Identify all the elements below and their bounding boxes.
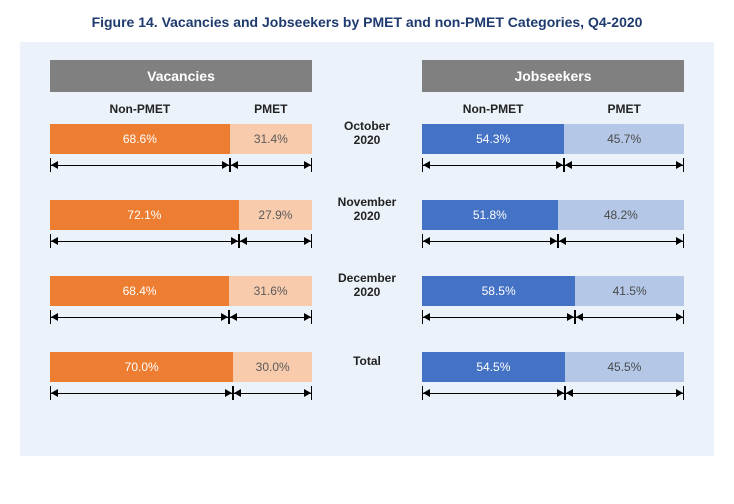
vacancies-row-1: 72.1% 27.9%	[50, 200, 312, 248]
row-labels-column: October2020 November2020 December2020 To…	[322, 60, 412, 374]
dimension-arrow	[50, 158, 312, 172]
jobseekers-bar-0: 54.3% 45.7%	[422, 124, 684, 154]
vacancies-seg-nonpmet-3: 70.0%	[50, 352, 233, 382]
vacancies-sublabels: Non-PMET PMET	[50, 102, 312, 116]
dimension-arrow	[422, 310, 684, 324]
jobseekers-header: Jobseekers	[422, 60, 684, 92]
dimension-arrow	[422, 386, 684, 400]
vacancies-bar-2: 68.4% 31.6%	[50, 276, 312, 306]
jobseekers-seg-pmet-3: 45.5%	[565, 352, 684, 382]
vacancies-seg-pmet-2: 31.6%	[229, 276, 312, 306]
jobseekers-seg-pmet-2: 41.5%	[575, 276, 684, 306]
row-label-0: October2020	[322, 116, 412, 146]
jobseekers-row-1: 51.8% 48.2%	[422, 200, 684, 248]
dimension-arrow	[422, 234, 684, 248]
jobseekers-bar-2: 58.5% 41.5%	[422, 276, 684, 306]
row-label-1: November2020	[322, 192, 412, 222]
vacancies-sublabel-pmet: PMET	[230, 102, 312, 116]
chart-panel: Vacancies Non-PMET PMET 68.6% 31.4%	[20, 42, 714, 456]
jobseekers-row-0: 54.3% 45.7%	[422, 124, 684, 172]
vacancies-bar-0: 68.6% 31.4%	[50, 124, 312, 154]
jobseekers-seg-nonpmet-3: 54.5%	[422, 352, 565, 382]
jobseekers-seg-nonpmet-0: 54.3%	[422, 124, 564, 154]
vacancies-seg-nonpmet-0: 68.6%	[50, 124, 230, 154]
vacancies-row-3: 70.0% 30.0%	[50, 352, 312, 400]
row-label-2: December2020	[322, 268, 412, 298]
jobseekers-seg-nonpmet-1: 51.8%	[422, 200, 558, 230]
vacancies-seg-pmet-0: 31.4%	[230, 124, 312, 154]
vacancies-sublabel-nonpmet: Non-PMET	[50, 102, 230, 116]
vacancies-bar-3: 70.0% 30.0%	[50, 352, 312, 382]
vacancies-seg-nonpmet-1: 72.1%	[50, 200, 239, 230]
vacancies-seg-nonpmet-2: 68.4%	[50, 276, 229, 306]
vacancies-header: Vacancies	[50, 60, 312, 92]
jobseekers-bar-3: 54.5% 45.5%	[422, 352, 684, 382]
jobseekers-seg-pmet-0: 45.7%	[564, 124, 684, 154]
jobseekers-row-3: 54.5% 45.5%	[422, 352, 684, 400]
dimension-arrow	[50, 386, 312, 400]
jobseekers-bar-1: 51.8% 48.2%	[422, 200, 684, 230]
vacancies-row-2: 68.4% 31.6%	[50, 276, 312, 324]
jobseekers-seg-nonpmet-2: 58.5%	[422, 276, 575, 306]
dimension-arrow	[422, 158, 684, 172]
row-label-3: Total	[322, 344, 412, 374]
jobseekers-row-2: 58.5% 41.5%	[422, 276, 684, 324]
vacancies-seg-pmet-1: 27.9%	[239, 200, 312, 230]
vacancies-bar-1: 72.1% 27.9%	[50, 200, 312, 230]
jobseekers-sublabel-pmet: PMET	[564, 102, 684, 116]
vacancies-column: Vacancies Non-PMET PMET 68.6% 31.4%	[50, 60, 312, 428]
jobseekers-seg-pmet-1: 48.2%	[558, 200, 684, 230]
dimension-arrow	[50, 310, 312, 324]
jobseekers-sublabel-nonpmet: Non-PMET	[422, 102, 564, 116]
vacancies-row-0: 68.6% 31.4%	[50, 124, 312, 172]
figure-title: Figure 14. Vacancies and Jobseekers by P…	[0, 0, 734, 42]
jobseekers-sublabels: Non-PMET PMET	[422, 102, 684, 116]
vacancies-seg-pmet-3: 30.0%	[233, 352, 312, 382]
dimension-arrow	[50, 234, 312, 248]
jobseekers-column: Jobseekers Non-PMET PMET 54.3% 45.7%	[422, 60, 684, 428]
